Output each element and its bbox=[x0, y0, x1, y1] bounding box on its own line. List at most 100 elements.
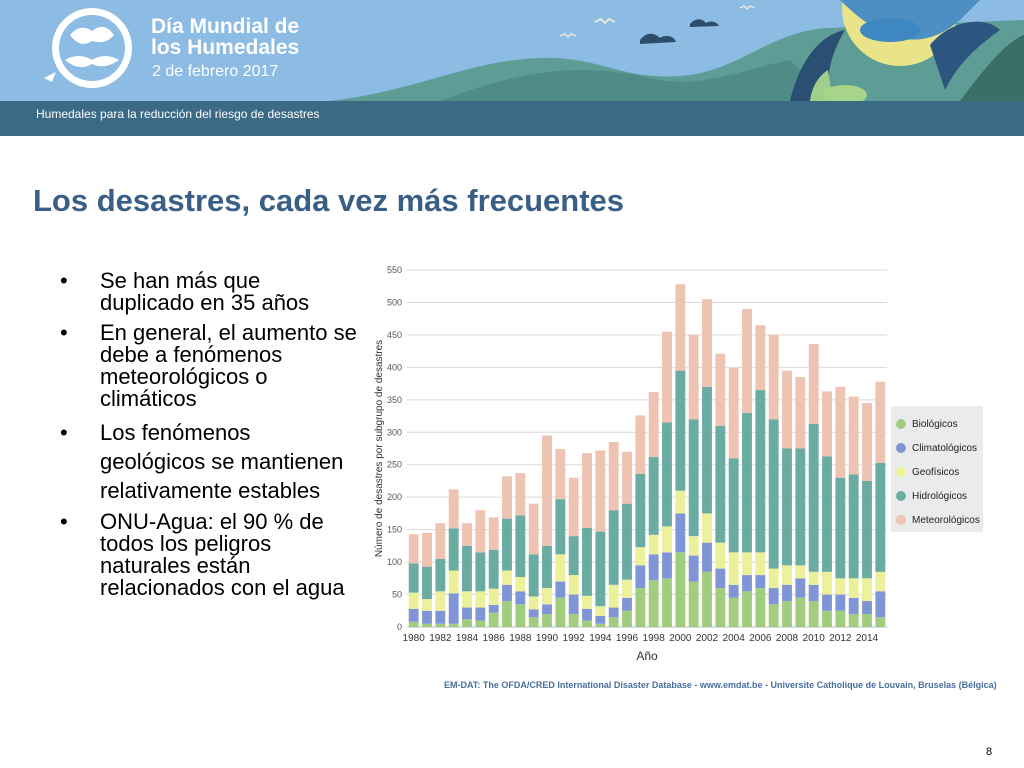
bullet-item: • En general, el aumento se debe a fenóme… bbox=[58, 322, 358, 410]
bar-segment bbox=[515, 515, 526, 578]
bar-segment bbox=[848, 597, 859, 615]
bar-segment bbox=[688, 536, 699, 556]
x-tick-label: 1992 bbox=[563, 633, 586, 644]
bar-segment bbox=[515, 604, 526, 627]
bar-segment bbox=[742, 412, 752, 553]
bar-segment bbox=[688, 555, 699, 582]
bar-segment bbox=[435, 558, 446, 592]
bar-segment bbox=[542, 604, 552, 615]
bar-segment bbox=[875, 591, 886, 618]
bar-segment bbox=[462, 591, 472, 608]
bar-segment bbox=[688, 419, 699, 537]
bar-segment bbox=[448, 528, 459, 571]
bar-segment bbox=[502, 518, 512, 571]
bar-segment bbox=[635, 547, 646, 566]
legend-label: Meteorológicos bbox=[912, 514, 980, 526]
source-citation: EM-DAT: The OFDA/CRED International Disa… bbox=[444, 680, 997, 690]
bar-segment bbox=[608, 607, 619, 618]
x-tick-label: 1994 bbox=[589, 633, 612, 644]
bar-segment bbox=[435, 610, 446, 624]
bar-segment bbox=[648, 580, 659, 627]
bar-segment bbox=[875, 462, 886, 572]
bar-segment bbox=[835, 477, 846, 579]
bar-segment bbox=[835, 578, 846, 595]
bar-segment bbox=[515, 591, 526, 605]
bar-segment bbox=[648, 456, 659, 535]
bar-segment bbox=[542, 545, 552, 589]
bar-segment bbox=[582, 527, 592, 596]
bar-segment bbox=[782, 601, 792, 627]
x-tick-label: 2012 bbox=[829, 633, 852, 644]
bar-segment bbox=[875, 571, 886, 592]
bar-segment bbox=[835, 610, 846, 627]
bullet-marker: • bbox=[60, 509, 68, 534]
bar-segment bbox=[675, 490, 686, 514]
bar-segment bbox=[808, 584, 819, 602]
bar-segment bbox=[502, 601, 512, 627]
bar-segment bbox=[595, 606, 606, 616]
bar-segment bbox=[582, 595, 592, 609]
x-tick-label: 1988 bbox=[509, 633, 532, 644]
bar-segment bbox=[728, 597, 739, 627]
bar-segment bbox=[435, 591, 446, 611]
chart-legend: Biológicos Climatológicos Geofísicos Hidrol… bbox=[891, 406, 983, 532]
y-tick-label: 100 bbox=[387, 557, 402, 567]
bar-segment bbox=[702, 513, 712, 543]
bar-segment bbox=[488, 588, 499, 605]
bar-segment bbox=[648, 392, 659, 457]
bar-segment bbox=[742, 575, 752, 592]
bar-segment bbox=[542, 435, 552, 546]
bar-segment bbox=[755, 390, 766, 553]
bar-segment bbox=[728, 458, 739, 553]
bullet-marker: • bbox=[60, 320, 68, 345]
banner-background-illustration bbox=[0, 0, 1024, 136]
bar-segment bbox=[808, 571, 819, 585]
y-tick-label: 250 bbox=[387, 460, 402, 470]
bar-segment bbox=[675, 370, 686, 491]
bar-segment bbox=[502, 584, 512, 602]
bar-segment bbox=[448, 489, 459, 529]
bar-segment bbox=[608, 510, 619, 585]
bar-segment bbox=[782, 448, 792, 566]
legend-item: Climatológicos bbox=[896, 441, 977, 455]
bullet-list: • Se han más que duplicado en 35 años • En… bbox=[58, 270, 358, 607]
bar-segment bbox=[808, 423, 819, 572]
bar-segment bbox=[875, 617, 886, 627]
bar-segment bbox=[582, 620, 592, 627]
bar-segment bbox=[662, 422, 672, 527]
bar-segment bbox=[635, 588, 646, 627]
bar-segment bbox=[795, 578, 806, 598]
bar-segment bbox=[595, 615, 606, 624]
bar-segment bbox=[422, 623, 432, 627]
bar-segment bbox=[702, 542, 712, 572]
bar-segment bbox=[528, 503, 539, 555]
bar-segment bbox=[662, 331, 672, 423]
bar-segment bbox=[795, 448, 806, 566]
bar-segment bbox=[542, 614, 552, 627]
bar-segment bbox=[528, 554, 539, 597]
bar-segment bbox=[662, 526, 672, 553]
bar-segment bbox=[475, 552, 486, 592]
legend-item: Geofísicos bbox=[896, 465, 959, 479]
bar-segment bbox=[422, 532, 432, 567]
bar-segment bbox=[488, 604, 499, 613]
x-tick-label: 2006 bbox=[749, 633, 772, 644]
bar-segment bbox=[795, 597, 806, 627]
bar-segment bbox=[408, 563, 419, 593]
y-tick-label: 200 bbox=[387, 492, 402, 502]
bar-segment bbox=[448, 623, 459, 627]
y-tick-label: 450 bbox=[387, 330, 402, 340]
bar-segment bbox=[755, 588, 766, 627]
bar-segment bbox=[595, 450, 606, 532]
bar-segment bbox=[488, 549, 499, 589]
x-tick-label: 2010 bbox=[803, 633, 826, 644]
x-tick-label: 1980 bbox=[403, 633, 426, 644]
bar-segment bbox=[528, 596, 539, 610]
bar-segment bbox=[635, 415, 646, 474]
bar-segment bbox=[515, 577, 526, 592]
bar-segment bbox=[622, 503, 632, 580]
bar-segment bbox=[862, 601, 872, 615]
bar-segment bbox=[568, 614, 579, 627]
y-tick-label: 500 bbox=[387, 297, 402, 307]
bar-segment bbox=[595, 623, 606, 627]
